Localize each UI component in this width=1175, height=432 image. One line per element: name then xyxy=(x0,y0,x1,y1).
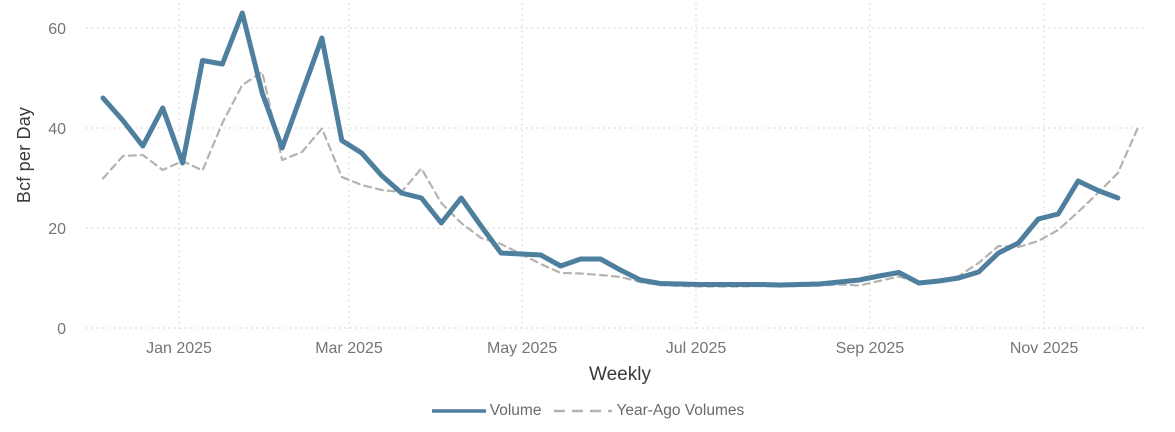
x-tick-label: May 2025 xyxy=(487,340,557,357)
year-ago-legend-swatch xyxy=(554,409,613,413)
y-axis-title: Bcf per Day xyxy=(14,106,34,204)
volume-line[interactable] xyxy=(100,10,1121,288)
x-tick-label: Mar 2025 xyxy=(315,340,383,357)
y-tick-label: 60 xyxy=(48,21,66,38)
legend-item-volume[interactable]: Volume xyxy=(431,401,542,421)
x-tick-label: Sep 2025 xyxy=(836,340,905,357)
volume-legend-label: Volume xyxy=(489,402,542,419)
y-tick-label: 20 xyxy=(48,221,66,238)
x-axis-title: Weekly xyxy=(589,364,651,385)
x-tick-label: Jul 2025 xyxy=(666,340,727,357)
year-ago-legend-label: Year-Ago Volumes xyxy=(616,402,745,419)
year-ago-line[interactable] xyxy=(101,70,1139,288)
y-tick-label: 0 xyxy=(57,321,66,338)
legend-item-year-ago-volumes[interactable]: Year-Ago Volumes xyxy=(553,401,744,421)
volume-legend-swatch xyxy=(431,409,486,413)
x-tick-label: Nov 2025 xyxy=(1010,340,1079,357)
legend: Volume Year-Ago Volumes xyxy=(0,399,1175,423)
y-tick-label: 40 xyxy=(48,121,66,138)
x-tick-label: Jan 2025 xyxy=(146,340,212,357)
